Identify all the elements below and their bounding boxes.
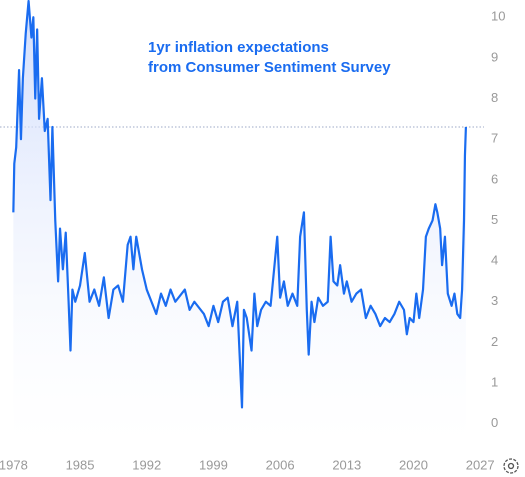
x-tick-label: 1999 [199,457,228,472]
x-tick-label: 2027 [466,457,495,472]
y-tick-label: 0 [491,415,498,430]
x-tick-label: 1992 [132,457,161,472]
x-tick-label: 2013 [332,457,361,472]
y-tick-label: 10 [491,9,505,24]
annotation-line: from Consumer Sentiment Survey [148,59,391,76]
y-tick-label: 9 [491,49,498,64]
icon-ring [503,458,519,474]
grid: 0 1 2 3 4 5 6 7 8 9 10 1978 1985 1992 1999 2006 2013 2020… [0,9,505,472]
y-tick-label: 3 [491,293,498,308]
x-tick-label: 1985 [66,457,95,472]
x-tick-label: 2006 [266,457,295,472]
y-tick-label: 2 [491,334,498,349]
settings-icon[interactable] [503,458,519,474]
y-tick-label: 4 [491,253,498,268]
y-tick-label: 6 [491,171,498,186]
y-tick-label: 8 [491,90,498,105]
plot [12,0,467,444]
y-tick-label: 5 [491,212,498,227]
y-tick-label: 1 [491,374,498,389]
x-tick-label: 2020 [399,457,428,472]
annotation-line: 1yr inflation expectations [148,39,329,56]
line [12,0,467,409]
y-tick-label: 7 [491,131,498,146]
icon-center [507,462,515,470]
line-area [13,1,466,444]
x-tick-label: 1978 [0,457,28,472]
